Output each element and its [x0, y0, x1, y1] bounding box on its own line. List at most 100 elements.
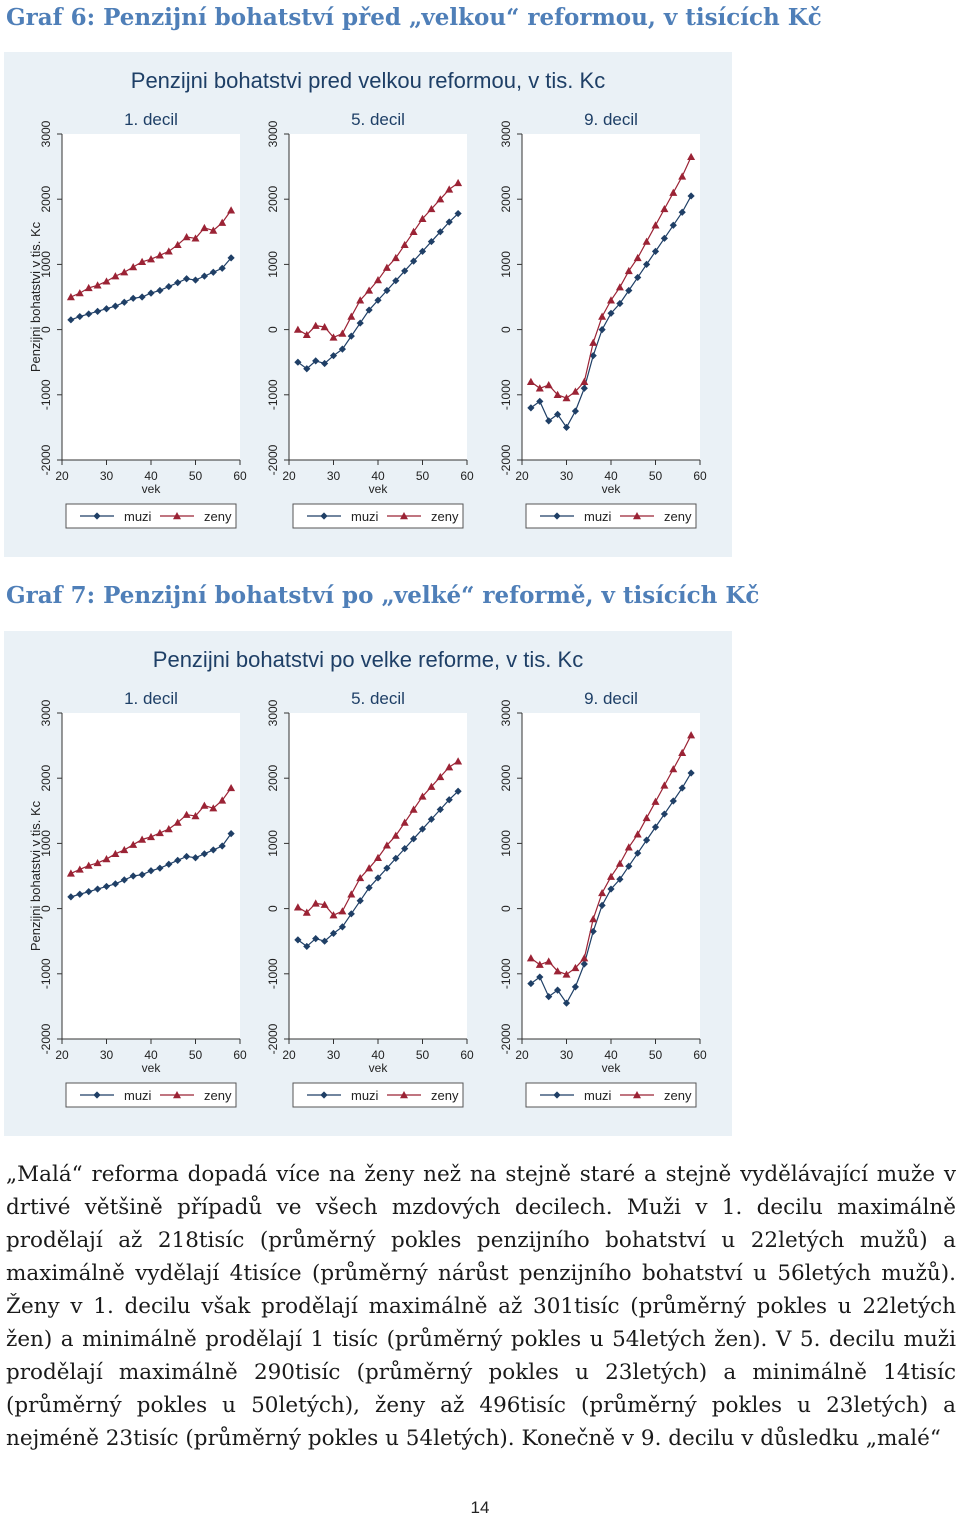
y-tick-label: 1000 — [499, 251, 513, 278]
legend-marker-muzi — [320, 512, 328, 520]
point-zeny — [642, 813, 651, 822]
y-tick-label: 3000 — [39, 120, 53, 147]
point-muzi — [303, 942, 311, 951]
x-tick-label: 50 — [189, 469, 203, 483]
point-zeny — [624, 843, 633, 851]
point-zeny — [409, 805, 418, 813]
point-muzi — [147, 867, 155, 875]
point-muzi — [554, 986, 562, 994]
legend-label-zeny: zeny — [431, 1088, 459, 1103]
point-muzi — [338, 345, 346, 353]
point-zeny — [687, 152, 696, 161]
point-muzi — [607, 885, 615, 893]
y-axis-label: Penzijni bohatstvi v tis. Kc — [28, 221, 43, 372]
panel-2: 5. decil -2000 -1000 0 1000 2000 3000 20 30 40 50 6… — [266, 110, 474, 529]
point-muzi — [218, 264, 226, 272]
x-tick-label: 50 — [649, 1048, 663, 1062]
point-muzi — [85, 888, 93, 896]
point-zeny — [75, 289, 84, 297]
x-axis-label: vek — [602, 1061, 622, 1075]
y-axis-label: Penzijni bohatstvi v tis. Kc — [28, 800, 43, 951]
point-zeny — [391, 831, 400, 839]
body-paragraph: „Malá“ reforma dopadá více na ženy než n… — [6, 1162, 956, 1451]
chart-svg-graf7: Penzijni bohatstvi po velke reforme, v t… — [28, 647, 707, 1108]
panel-title: 9. decil — [584, 689, 638, 708]
x-tick-label: 60 — [693, 1048, 707, 1062]
point-zeny — [102, 277, 111, 285]
x-tick-label: 30 — [327, 469, 341, 483]
point-muzi — [329, 352, 338, 360]
point-zeny — [374, 276, 382, 284]
point-muzi — [562, 999, 571, 1007]
y-tick-label: -1000 — [266, 379, 280, 410]
x-tick-label: 40 — [371, 1048, 385, 1062]
point-muzi — [76, 890, 84, 898]
y-tick-label: -1000 — [499, 958, 513, 989]
x-tick-label: 40 — [144, 1048, 158, 1062]
point-zeny — [598, 312, 607, 320]
point-muzi — [321, 359, 329, 368]
point-zeny — [607, 296, 615, 304]
point-zeny — [302, 330, 311, 339]
legend-marker-zeny — [400, 512, 408, 520]
point-muzi — [111, 302, 119, 310]
point-zeny — [120, 268, 129, 276]
point-zeny — [436, 195, 445, 203]
point-zeny — [218, 218, 227, 226]
legend-marker-zeny — [173, 512, 181, 520]
x-axis-label: vek — [369, 1061, 389, 1075]
point-muzi — [227, 830, 235, 838]
point-zeny — [164, 825, 173, 833]
y-tick-label: 0 — [499, 905, 513, 912]
y-tick-label: 0 — [39, 326, 53, 333]
legend-label-zeny: zeny — [664, 509, 692, 524]
point-zeny — [129, 840, 138, 848]
page-number: 14 — [470, 1498, 490, 1517]
y-tick-label: 1000 — [266, 830, 280, 857]
y-tick-label: 3000 — [266, 120, 280, 147]
y-tick-label: 3000 — [39, 699, 53, 726]
point-zeny — [535, 960, 544, 968]
point-zeny — [66, 293, 75, 301]
panel-3: 9. decil -2000 -1000 0 1000 2000 3000 20 30 40 50 6… — [499, 110, 707, 529]
legend-marker-zeny — [173, 1091, 181, 1099]
point-zeny — [615, 283, 624, 291]
point-muzi — [669, 221, 677, 229]
y-tick-label: -1000 — [266, 958, 280, 989]
point-zeny — [227, 783, 236, 792]
point-muzi — [129, 872, 137, 880]
point-muzi — [365, 884, 373, 892]
point-muzi — [218, 842, 226, 850]
point-zeny — [436, 772, 445, 781]
point-zeny — [329, 333, 338, 341]
x-tick-label: 50 — [416, 1048, 430, 1062]
y-tick-label: -1000 — [39, 958, 53, 989]
point-zeny — [589, 338, 598, 346]
point-zeny — [418, 792, 427, 800]
point-zeny — [155, 251, 164, 259]
point-muzi — [312, 934, 320, 943]
point-zeny — [374, 853, 382, 861]
panel-1: 1. decil -2000 -1000 0 1000 2000 3000 20 30 40 50 6… — [39, 689, 247, 1108]
point-zeny — [84, 861, 93, 869]
point-muzi — [67, 316, 75, 324]
point-muzi — [392, 277, 400, 285]
plot-area — [62, 713, 240, 1039]
point-muzi — [138, 871, 146, 879]
x-tick-label: 60 — [693, 469, 707, 483]
point-muzi — [347, 332, 355, 340]
y-tick-label: -2000 — [499, 444, 513, 475]
point-zeny — [615, 859, 624, 867]
point-zeny — [624, 266, 633, 275]
point-zeny — [580, 954, 589, 962]
point-muzi — [294, 358, 302, 366]
point-muzi — [120, 298, 128, 306]
x-tick-label: 20 — [55, 1048, 69, 1062]
point-muzi — [562, 423, 571, 431]
point-zeny — [209, 226, 218, 234]
point-muzi — [321, 937, 329, 945]
point-zeny — [365, 286, 374, 294]
point-muzi — [174, 279, 182, 287]
point-zeny — [642, 237, 651, 245]
y-tick-label: 1000 — [39, 251, 53, 278]
